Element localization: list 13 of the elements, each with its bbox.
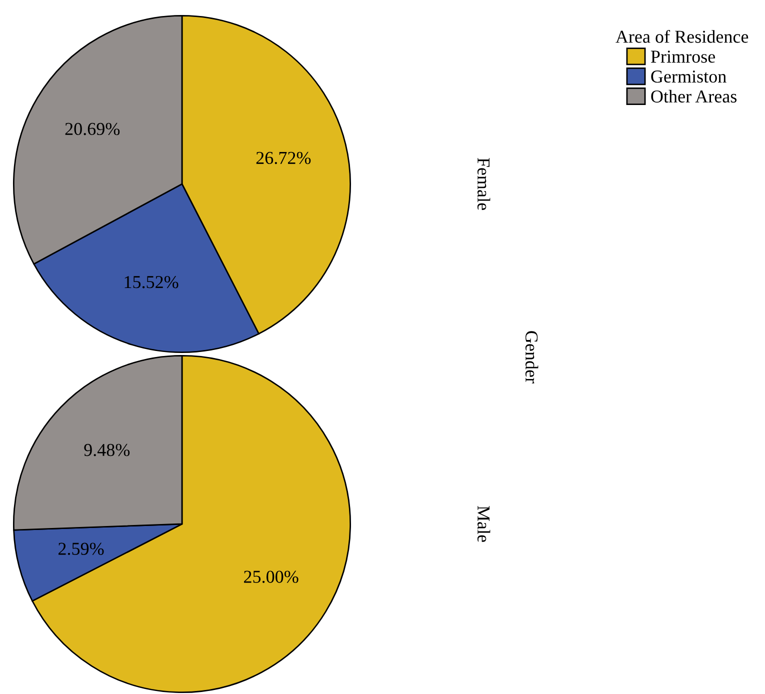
legend-label: Other Areas xyxy=(651,90,737,103)
data-label: 20.69% xyxy=(65,122,120,136)
text: Gender xyxy=(525,331,538,384)
data-label: 25.00% xyxy=(244,570,298,583)
data-label: 2.59% xyxy=(58,542,104,555)
text: Male xyxy=(477,506,490,542)
legend-title: Area of Residence xyxy=(616,30,748,43)
data-label: 9.48% xyxy=(84,444,130,456)
data-label: 15.52% xyxy=(124,276,178,288)
text: Female xyxy=(477,158,490,210)
legend-label: Germiston xyxy=(651,70,726,83)
data-label: 26.72% xyxy=(256,152,311,164)
legend-label: Primrose xyxy=(650,50,716,63)
